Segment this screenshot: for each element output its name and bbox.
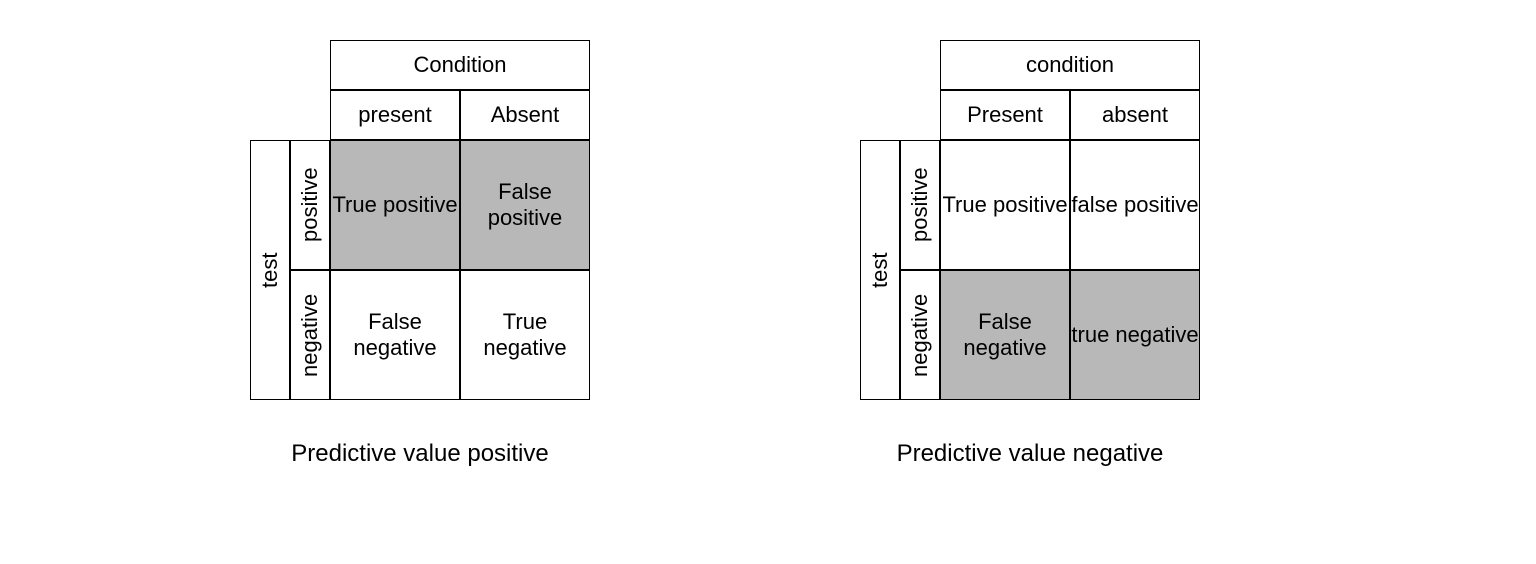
caption-right: Predictive value negative xyxy=(897,440,1164,468)
row-positive: positive xyxy=(900,140,940,270)
column-present: present xyxy=(330,90,460,140)
cell-fn: False negative xyxy=(940,270,1070,400)
spacer xyxy=(290,40,330,90)
row-axis-test: test xyxy=(250,140,290,400)
column-present: Present xyxy=(940,90,1070,140)
spacer xyxy=(290,90,330,140)
confusion-matrix-right: condition Present absent test positive T… xyxy=(860,40,1200,400)
caption-left: Predictive value positive xyxy=(291,440,548,468)
spacer xyxy=(900,90,940,140)
row-negative: negative xyxy=(900,270,940,400)
column-absent: absent xyxy=(1070,90,1200,140)
predictive-value-negative-panel: condition Present absent test positive T… xyxy=(860,40,1200,468)
predictive-value-positive-panel: Condition present Absent test positive T… xyxy=(250,40,590,468)
condition-header: condition xyxy=(940,40,1200,90)
cell-fp: False positive xyxy=(460,140,590,270)
spacer xyxy=(250,90,290,140)
row-negative: negative xyxy=(290,270,330,400)
spacer xyxy=(860,90,900,140)
cell-tp: True positive xyxy=(940,140,1070,270)
row-axis-test: test xyxy=(860,140,900,400)
cell-tp: True positive xyxy=(330,140,460,270)
confusion-matrix-left: Condition present Absent test positive T… xyxy=(250,40,590,400)
column-absent: Absent xyxy=(460,90,590,140)
page: Condition present Absent test positive T… xyxy=(0,0,1536,564)
cell-tn: true negative xyxy=(1070,270,1200,400)
cell-tn: True negative xyxy=(460,270,590,400)
spacer xyxy=(900,40,940,90)
cell-fn: False negative xyxy=(330,270,460,400)
spacer xyxy=(250,40,290,90)
row-positive: positive xyxy=(290,140,330,270)
spacer xyxy=(860,40,900,90)
cell-fp: false positive xyxy=(1070,140,1200,270)
condition-header: Condition xyxy=(330,40,590,90)
